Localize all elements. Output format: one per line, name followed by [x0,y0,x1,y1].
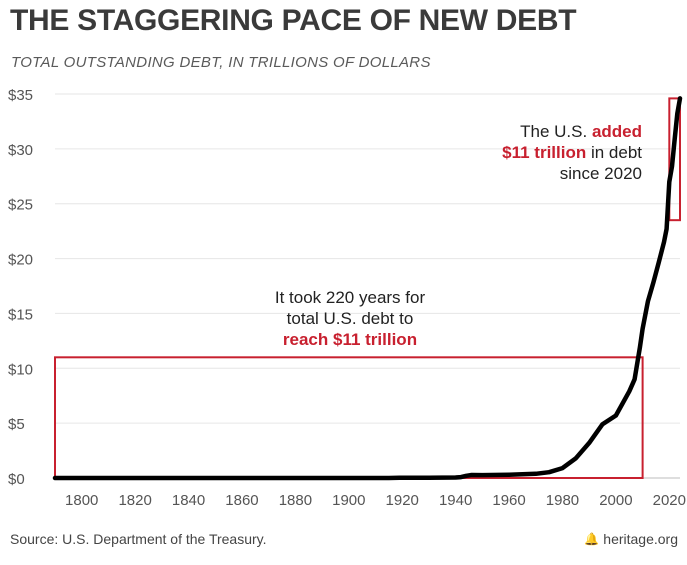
annotation-right-line2-b: in debt [586,143,642,162]
annotation-right-line1-a: The U.S. [520,122,592,141]
x-tick-label: 1960 [492,492,525,509]
y-tick-label: $10 [8,361,33,378]
highlight-box [54,356,644,480]
annotation-left-line3: reach $11 trillion [282,330,418,349]
x-tick-label: 1820 [118,492,151,509]
y-tick-label: $0 [8,471,25,488]
y-tick-label: $30 [8,142,33,159]
annotation-right-line2-a: $11 trillion [502,143,587,162]
x-tick-label: 1880 [279,492,312,509]
annotation-right-line2: $11 trillion in debt [422,142,642,163]
x-tick-label: 1940 [439,492,472,509]
x-tick-label: 1840 [172,492,205,509]
annotation-220-years: It took 220 years for total U.S. debt to… [230,287,470,350]
x-tick-label: 1980 [546,492,579,509]
y-tick-label: $15 [8,306,33,323]
x-tick-label: 1860 [225,492,258,509]
y-tick-label: $20 [8,252,33,269]
annotation-since-2020: The U.S. added $11 trillion in debt sinc… [422,121,642,184]
debt-series-line [52,96,683,481]
x-tick-label: 1920 [386,492,419,509]
x-tick-label: 2000 [599,492,632,509]
x-tick-label: 1800 [65,492,98,509]
liberty-bell-icon: 🔔 [584,532,600,546]
y-tick-label: $35 [8,87,33,104]
chart-title: THE STAGGERING PACE OF NEW DEBT [10,4,577,37]
x-tick-label: 1900 [332,492,365,509]
annotation-left-line2: total U.S. debt to [286,309,414,328]
chart-subtitle: TOTAL OUTSTANDING DEBT, IN TRILLIONS OF … [11,54,431,71]
y-tick-label: $25 [8,197,33,214]
source-note: Source: U.S. Department of the Treasury. [10,531,267,547]
y-tick-label: $5 [8,416,25,433]
annotation-right-line3: since 2020 [559,164,642,183]
annotation-right-line1: The U.S. added [422,121,642,142]
highlight-box [668,97,681,222]
brand-link[interactable]: 🔔 heritage.org [584,531,678,547]
annotation-left-line1: It took 220 years for [274,288,426,307]
annotation-right-line1-b: added [591,122,642,141]
brand-label: heritage.org [603,531,678,547]
x-tick-label: 2020 [653,492,686,509]
